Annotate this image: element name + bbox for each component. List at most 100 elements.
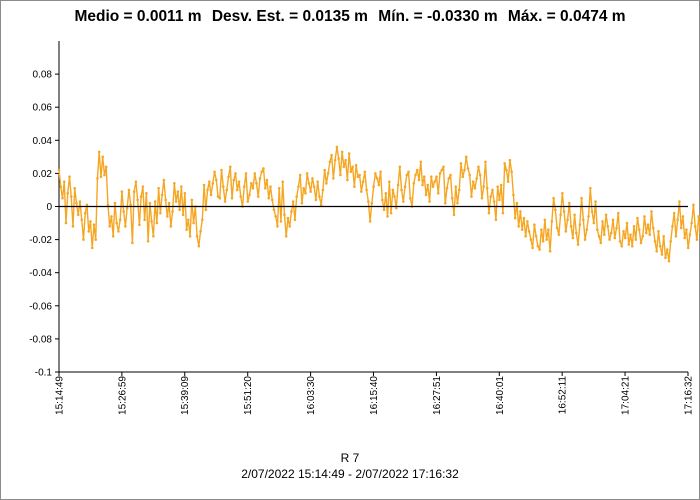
data-point xyxy=(667,259,671,263)
data-point xyxy=(388,180,391,183)
data-point xyxy=(370,201,374,205)
data-point xyxy=(604,213,608,217)
data-point xyxy=(155,221,159,225)
data-point xyxy=(463,168,466,172)
data-point xyxy=(468,173,472,177)
data-point xyxy=(235,188,239,192)
data-point xyxy=(414,173,417,177)
y-tick-label: 0.08 xyxy=(33,70,53,81)
data-point xyxy=(304,191,307,195)
data-point xyxy=(515,201,519,205)
data-point xyxy=(508,158,512,162)
data-point xyxy=(111,234,115,238)
data-point xyxy=(632,225,636,228)
data-point xyxy=(267,196,271,200)
data-point xyxy=(662,234,666,238)
data-point xyxy=(234,172,237,175)
data-point xyxy=(644,231,648,235)
data-point xyxy=(536,244,540,248)
data-point xyxy=(503,162,506,165)
data-point xyxy=(148,201,152,205)
data-point xyxy=(314,198,318,202)
data-point xyxy=(510,170,513,174)
data-point xyxy=(450,196,454,200)
data-point xyxy=(386,215,389,218)
data-point xyxy=(527,230,531,233)
data-point xyxy=(461,175,465,179)
y-tick-label: -0.1 xyxy=(35,368,53,379)
data-point xyxy=(485,187,489,190)
data-point xyxy=(681,215,685,218)
y-tick-label: 0.04 xyxy=(33,136,53,147)
data-point xyxy=(171,210,174,213)
data-point xyxy=(415,168,419,172)
data-point xyxy=(480,196,484,200)
data-point xyxy=(552,196,555,200)
data-point xyxy=(697,215,700,218)
data-point xyxy=(655,249,659,253)
data-point xyxy=(89,220,92,223)
x-tick-label: 15:51:20 xyxy=(243,376,254,415)
data-point xyxy=(68,175,71,179)
data-point xyxy=(443,201,447,205)
data-point xyxy=(195,234,199,238)
data-point xyxy=(330,153,333,157)
data-point xyxy=(288,225,292,228)
data-point xyxy=(260,170,264,174)
data-point xyxy=(403,185,407,188)
data-point xyxy=(597,234,601,238)
data-point xyxy=(174,200,178,203)
data-point xyxy=(69,195,73,198)
data-point xyxy=(389,211,393,215)
data-point xyxy=(284,234,288,238)
data-point xyxy=(431,185,435,188)
stat-min: Mín. = -0.0330 m xyxy=(378,8,498,25)
data-point xyxy=(517,225,520,228)
data-point xyxy=(249,182,253,185)
data-point xyxy=(613,236,617,240)
data-point xyxy=(183,191,187,195)
data-point xyxy=(422,175,426,179)
data-point xyxy=(340,150,344,154)
data-point xyxy=(206,188,209,192)
data-point xyxy=(671,225,674,228)
data-point xyxy=(110,215,113,218)
data-point xyxy=(475,177,479,180)
data-point xyxy=(211,182,215,185)
data-point xyxy=(524,234,527,238)
data-point xyxy=(125,206,129,210)
data-point xyxy=(270,198,274,202)
data-point xyxy=(580,196,583,200)
y-tick-labels: -0.1 -0.08 -0.06 -0.04 -0.02 0 0.02 0.04 0.06 0.0… xyxy=(29,70,52,379)
data-point xyxy=(665,248,669,251)
data-point xyxy=(127,188,131,192)
data-point xyxy=(272,208,276,212)
x-tick-label: 15:39:09 xyxy=(180,376,191,415)
data-point xyxy=(512,193,515,197)
data-point xyxy=(690,221,693,225)
data-point xyxy=(181,213,185,217)
data-point xyxy=(356,175,360,179)
data-point xyxy=(686,246,690,250)
data-point xyxy=(342,165,346,169)
data-point xyxy=(141,185,145,188)
data-point xyxy=(436,191,440,195)
data-point xyxy=(160,193,164,197)
data-point xyxy=(208,180,211,183)
x-tick-label: 16:03:30 xyxy=(306,376,317,415)
data-point xyxy=(365,188,368,192)
data-point xyxy=(265,178,269,182)
data-point xyxy=(101,155,104,159)
data-point xyxy=(97,150,101,154)
data-point xyxy=(442,165,445,169)
data-point xyxy=(230,196,234,200)
data-point xyxy=(339,173,342,177)
data-point xyxy=(639,241,643,245)
data-point xyxy=(298,173,302,177)
data-point xyxy=(501,211,505,215)
data-point xyxy=(594,200,597,203)
data-point xyxy=(347,152,351,155)
data-point xyxy=(251,187,255,190)
data-point xyxy=(169,225,173,228)
data-point xyxy=(540,228,543,231)
